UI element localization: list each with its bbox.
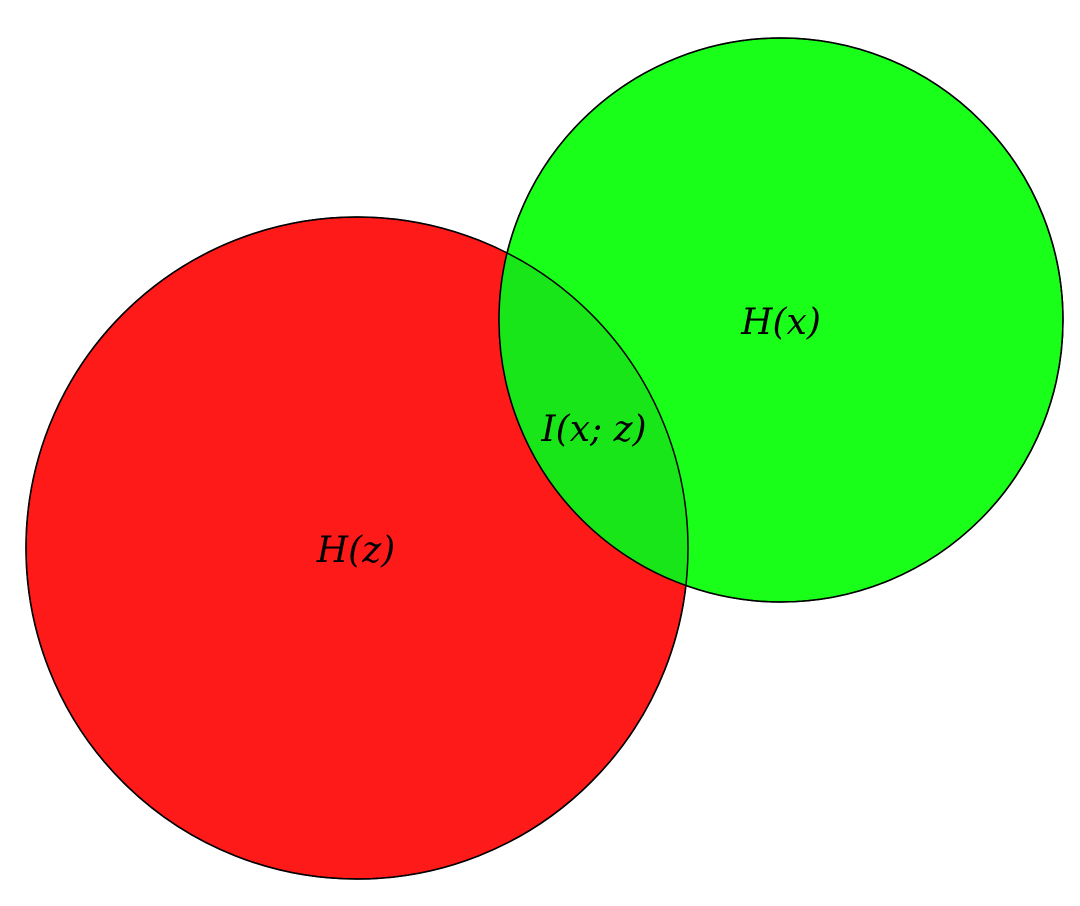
intersection-label: I(x; z): [540, 409, 646, 450]
set-x-label: H(x): [740, 302, 821, 343]
set-z-label: H(z): [316, 530, 395, 571]
